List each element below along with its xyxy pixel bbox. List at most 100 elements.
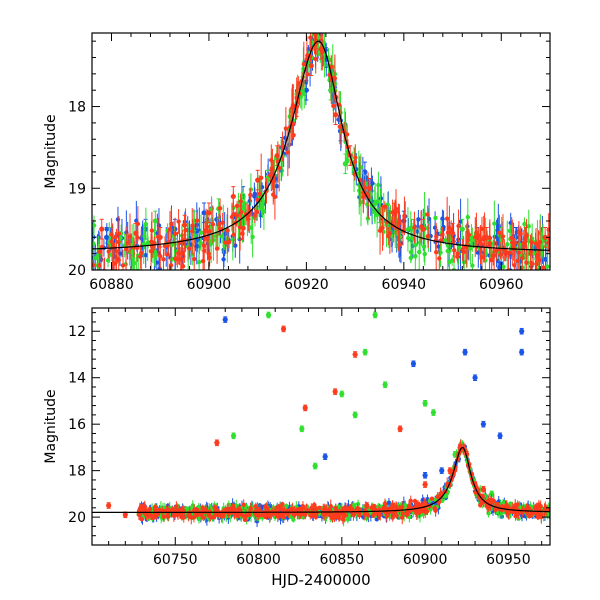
data-point [156,223,162,228]
data-point [509,235,514,241]
data-point [414,501,419,506]
data-point [148,249,154,254]
data-point [474,230,479,235]
data-point [362,349,368,355]
data-point [541,265,546,270]
data-point [505,242,510,247]
data-point [456,223,461,229]
data-point [247,512,252,517]
data-point [437,256,442,261]
data-point [284,503,289,509]
data-point [110,244,115,250]
data-point [352,351,358,358]
data-point [443,237,448,243]
data-point [493,507,498,513]
data-point [259,200,264,205]
data-point [506,510,511,516]
data-point [313,512,318,518]
data-point [533,241,539,246]
data-point [332,389,338,395]
data-point [120,263,126,268]
data-point [420,226,426,232]
data-point [243,513,249,518]
data-point [201,210,207,216]
data-point [226,506,232,512]
data-point [305,72,310,77]
data-point [207,513,212,518]
data-point [203,507,209,513]
data-point [460,247,465,253]
data-point [212,505,217,510]
data-point [422,400,428,406]
data-point [319,28,323,32]
data-point [181,222,188,228]
plot-frame [91,307,551,546]
data-point [183,228,188,233]
x-tick-label: 60800 [236,552,281,568]
data-point [522,221,527,227]
data-point [497,433,503,439]
x-tick-label: 60850 [320,552,365,568]
data-point [412,225,417,230]
series-green [136,311,550,527]
data-point [459,226,465,232]
data-point [179,251,184,256]
data-point [248,507,253,513]
data-point [157,507,162,513]
data-point [393,206,399,212]
data-point [173,256,178,261]
data-point [489,497,494,503]
x-tick-label: 60880 [89,277,134,293]
data-point [491,252,497,258]
data-point [384,507,389,513]
data-point [348,506,354,512]
data-point [126,240,131,245]
data-point [480,421,486,427]
data-point [279,506,284,512]
data-point [353,155,358,160]
data-point [328,87,334,93]
data-point [288,509,293,514]
data-point [529,511,534,517]
data-point [313,56,318,62]
data-point [425,234,431,239]
data-point [196,259,202,265]
data-point [187,246,192,251]
data-point [302,91,307,97]
data-point [528,273,532,277]
data-point [386,226,392,232]
data-point [169,221,174,227]
data-point [497,265,502,270]
data-point [399,504,405,510]
data-point [110,271,114,275]
data-point [372,201,377,207]
data-point [291,517,296,522]
model-curve [92,40,550,251]
data-point [238,209,244,215]
data-point [357,188,362,193]
data-point [116,257,121,263]
data-point [230,237,236,243]
data-point [542,276,546,280]
data-point [234,203,240,209]
data-point [311,502,317,508]
data-point [248,192,253,198]
data-point [478,503,483,508]
data-point [339,391,345,397]
data-point [255,507,262,513]
data-point [152,218,158,224]
data-point [342,161,348,167]
data-point [322,512,327,517]
data-point [439,498,445,503]
data-point [248,187,254,192]
data-point [220,220,225,225]
data-point [492,221,497,226]
data-point [109,239,114,244]
data-point [392,506,397,511]
data-point [352,412,358,418]
data-point [337,124,343,129]
data-point [416,217,421,222]
data-point [470,237,475,242]
data-point [470,263,475,268]
